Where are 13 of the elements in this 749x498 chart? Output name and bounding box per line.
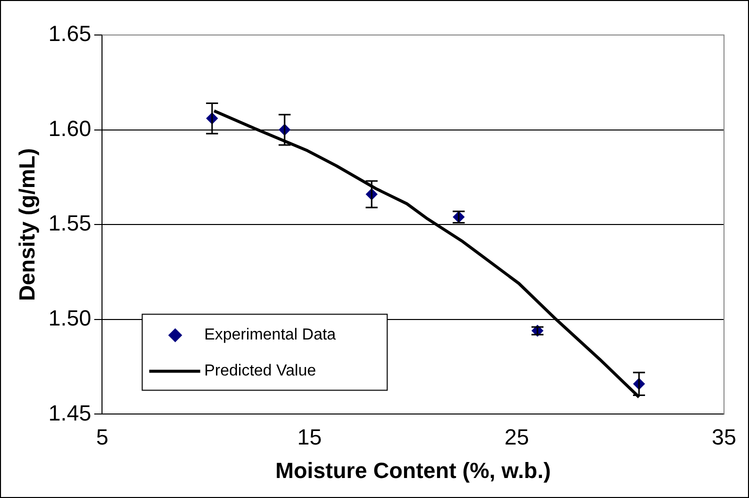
- y-axis-title: Density (g/mL): [14, 148, 40, 301]
- y-tick-label: 1.65: [48, 21, 92, 46]
- y-tick-label: 1.60: [48, 116, 92, 141]
- y-tick-label: 1.45: [48, 400, 92, 426]
- x-axis-title: Moisture Content (%, w.b.): [275, 458, 551, 483]
- y-tick-label: 1.50: [48, 305, 92, 330]
- x-tick-label: 5: [96, 424, 108, 450]
- y-tick-label: 1.55: [48, 210, 92, 236]
- x-tick-label: 35: [712, 424, 736, 450]
- x-tick-label: 25: [504, 424, 529, 450]
- x-tick-label: 15: [297, 424, 322, 450]
- legend-label: Predicted Value: [204, 362, 316, 380]
- legend-label: Experimental Data: [204, 326, 336, 344]
